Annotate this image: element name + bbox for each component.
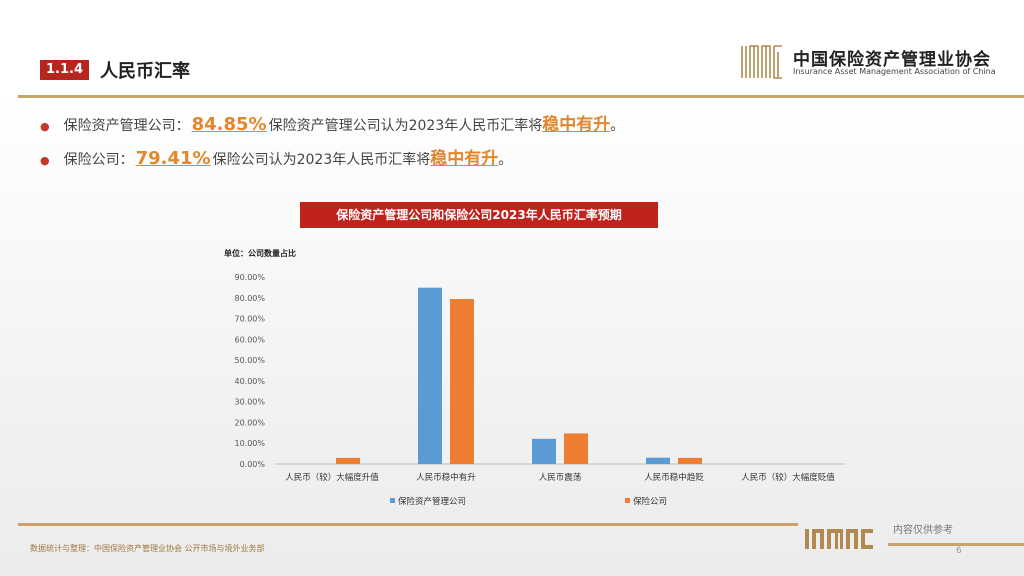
bullet-text: 保险公司认为2023年人民币汇率将 [212, 152, 431, 168]
x-category-label: 人民币震荡 [539, 472, 582, 483]
org-name-cn: 中国保险资产管理业协会 [793, 50, 991, 70]
bullet-dot-icon: ● [40, 120, 50, 133]
y-tick-label: 40.00% [234, 377, 265, 386]
legend-label: 保险资产管理公司 [398, 496, 466, 507]
y-tick-label: 70.00% [234, 315, 265, 324]
y-tick-label: 20.00% [234, 418, 265, 427]
x-category-label: 人民币稳中有升 [416, 472, 476, 483]
section-title: 人民币汇率 [100, 61, 190, 82]
bullet-end: 。 [610, 118, 625, 134]
bullet-emphasis: 稳中有升 [430, 149, 499, 169]
bullet-emphasis: 稳中有升 [542, 115, 611, 135]
bar [564, 433, 588, 464]
disclaimer-note: 内容仅供参考 [893, 525, 953, 536]
legend-swatch [625, 498, 630, 503]
bar [450, 299, 474, 464]
y-tick-label: 60.00% [234, 335, 265, 344]
x-category-label: 人民币（较）大幅度贬值 [741, 472, 835, 483]
legend-label: 保险公司 [633, 496, 667, 507]
y-tick-label: 30.00% [234, 398, 265, 407]
bullet-text: 保险资产管理公司认为2023年人民币汇率将 [268, 118, 543, 134]
bar [418, 287, 442, 464]
bar [336, 457, 360, 464]
footer-divider-left [18, 523, 798, 526]
y-tick-label: 10.00% [234, 439, 265, 448]
bar [678, 457, 702, 464]
bar [532, 438, 556, 464]
chart-unit-label: 单位：公司数量占比 [224, 248, 296, 258]
bar [646, 457, 670, 464]
footer-source: 数据统计与整理：中国保险资产管理业协会 公开市场与境外业务部 [30, 544, 265, 553]
bullet-percent: 84.85% [191, 114, 267, 135]
bullet-dot-icon: ● [40, 154, 50, 167]
bullet-label: 保险资产管理公司： [63, 118, 190, 134]
footer-divider-right [888, 543, 1024, 546]
header-divider [18, 95, 1024, 98]
bullet-end: 。 [498, 152, 513, 168]
legend-swatch [390, 498, 395, 503]
chart-title: 保险资产管理公司和保险公司2023年人民币汇率预期 [300, 202, 658, 228]
x-category-label: 人民币稳中趋贬 [644, 472, 704, 483]
bullet-percent: 79.41% [135, 148, 211, 169]
bullet-item: ● 保险公司： 79.41% 保险公司认为2023年人民币汇率将 稳中有升 。 [40, 144, 624, 178]
y-tick-label: 0.00% [240, 460, 266, 469]
y-tick-label: 90.00% [234, 273, 265, 282]
org-name-en: Insurance Asset Management Association o… [793, 67, 996, 76]
bar-chart: 单位：公司数量占比 0.00% 10.00% 20.00% 30.00% 40.00% 50… [224, 248, 845, 507]
bullet-label: 保险公司： [63, 152, 134, 168]
bullet-list: ● 保险资产管理公司： 84.85% 保险资产管理公司认为2023年人民币汇率将… [40, 110, 624, 178]
y-tick-label: 80.00% [234, 294, 265, 303]
iamac-logo-icon [741, 45, 782, 79]
page-number: 6 [956, 546, 962, 556]
y-tick-label: 50.00% [234, 356, 265, 365]
bullet-item: ● 保险资产管理公司： 84.85% 保险资产管理公司认为2023年人民币汇率将… [40, 110, 624, 144]
x-category-label: 人民币（较）大幅度升值 [285, 472, 379, 483]
section-number-badge: 1.1.4 [40, 60, 90, 80]
iamac-wordmark-icon [805, 529, 873, 549]
